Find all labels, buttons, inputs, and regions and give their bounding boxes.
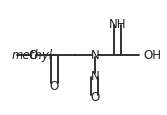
- Text: methyl: methyl: [11, 49, 52, 62]
- Text: N: N: [90, 49, 99, 62]
- Text: N: N: [90, 69, 99, 82]
- Text: O: O: [28, 49, 38, 62]
- Text: OH: OH: [143, 49, 161, 62]
- Text: O: O: [50, 79, 59, 92]
- Text: NH: NH: [109, 17, 126, 30]
- Text: O: O: [90, 90, 99, 103]
